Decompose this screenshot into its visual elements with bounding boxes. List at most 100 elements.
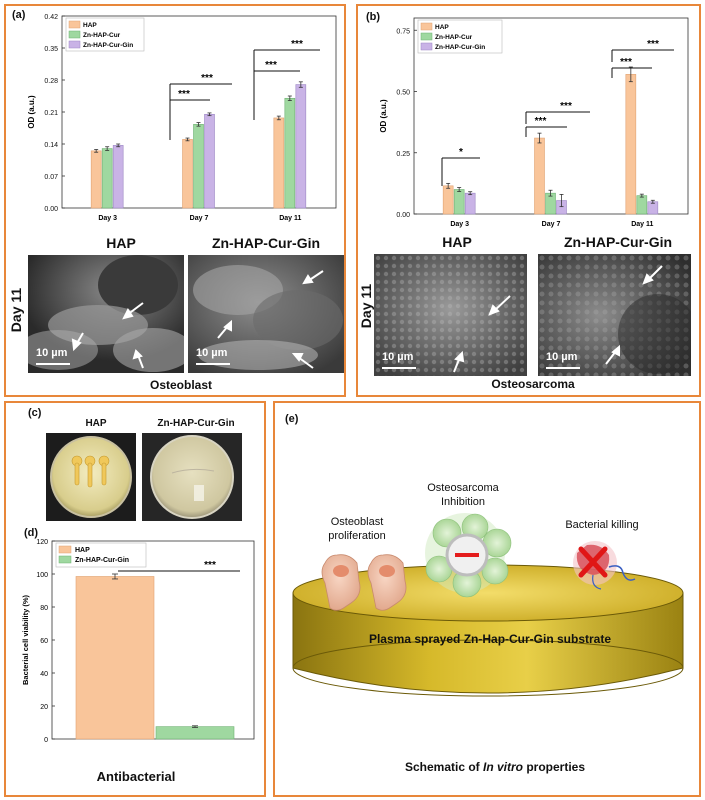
bar xyxy=(636,195,648,215)
x-tick-label: Day 7 xyxy=(542,221,561,228)
heading-zn-hap-cur-gin: Zn-HAP-Cur-Gin xyxy=(211,235,321,251)
bacterial-label: Bacterial killing xyxy=(565,519,639,531)
arrow-icon xyxy=(453,295,511,373)
day-label: Day 11 xyxy=(358,283,375,329)
legend-label: HAP xyxy=(83,22,97,29)
scale-bar xyxy=(546,367,580,369)
scale-label: 10 µm xyxy=(36,347,68,359)
schematic-illustration xyxy=(292,513,684,697)
legend-label: Zn-HAP-Cur xyxy=(435,34,473,41)
significance-marker: *** xyxy=(535,116,547,127)
heading-hap: HAP xyxy=(106,235,136,251)
osteoblast-cell-icon xyxy=(321,554,407,611)
bar xyxy=(193,124,204,209)
legend-swatch xyxy=(420,22,433,31)
day-label: Day 11 xyxy=(8,287,25,333)
bar xyxy=(101,148,113,209)
y-tick-label: 0.14 xyxy=(44,142,58,149)
x-tick-label: Day 3 xyxy=(450,221,469,228)
significance-marker: *** xyxy=(201,73,213,84)
petri-dish-zn-hap-cur-gin xyxy=(142,433,242,521)
legend-label: HAP xyxy=(75,547,90,554)
y-tick-label: 0 xyxy=(44,737,48,744)
heading-hap: HAP xyxy=(442,234,472,250)
significance-marker: *** xyxy=(560,101,572,112)
legend-swatch xyxy=(58,545,72,554)
panel-label: (d) xyxy=(24,527,39,539)
bar xyxy=(75,576,155,740)
bar xyxy=(625,74,637,215)
chart-a: 0.00 0.07 0.14 0.21 0.28 0.35 0.42 OD (a.u.) Day… xyxy=(27,14,337,222)
significance-marker: *** xyxy=(620,57,632,68)
x-tick-label: Day 7 xyxy=(190,215,209,222)
scale-bar xyxy=(196,363,230,365)
y-axis-label: OD (a.u.) xyxy=(379,99,388,133)
bar xyxy=(112,145,124,209)
bar xyxy=(295,84,307,209)
panel-b: (b) 0.00 0.25 0.50 0.75 OD (a.u.) Day 3 Day 7 D… xyxy=(356,4,701,397)
chart-b: 0.00 0.25 0.50 0.75 OD (a.u.) Day 3 Day 7 Day 1… xyxy=(379,17,689,228)
legend-swatch xyxy=(420,32,433,41)
sem-image-hap-osteosarcoma: 10 µm xyxy=(374,254,527,376)
y-tick-label: 0.42 xyxy=(44,14,58,21)
bar xyxy=(534,137,545,215)
legend-swatch xyxy=(68,30,81,39)
plate-label-hap: HAP xyxy=(85,418,107,429)
bar xyxy=(90,150,102,209)
x-tick-label: Day 11 xyxy=(279,215,301,222)
legend-label: Zn-HAP-Cur xyxy=(83,32,121,39)
caption-suffix: properties xyxy=(523,760,586,774)
bar xyxy=(442,185,454,215)
caption-italic: In vitro xyxy=(483,760,524,774)
significance-marker: *** xyxy=(291,39,303,50)
bar xyxy=(155,726,235,740)
legend-swatch xyxy=(68,40,81,49)
significance-marker: * xyxy=(459,147,463,158)
significance-marker: *** xyxy=(178,89,190,100)
bar xyxy=(204,113,215,209)
substrate-label: Plasma sprayed Zn-Hap-Cur-Gin substrate xyxy=(368,632,612,646)
panel-label: (b) xyxy=(366,11,381,23)
scale-label: 10 µm xyxy=(382,351,414,363)
osteosarcoma-cluster-icon xyxy=(425,513,512,598)
panel-label: (a) xyxy=(12,9,26,21)
y-tick-label: 0.75 xyxy=(396,28,410,35)
caption: Osteoblast xyxy=(149,378,212,392)
arrow-icon xyxy=(217,270,324,369)
bar xyxy=(453,189,465,215)
panel-e: (e) Osteoblast proliferation Osteosarcom… xyxy=(273,401,701,797)
schematic-caption: Schematic of In vitro properties xyxy=(335,760,655,774)
x-mark-icon xyxy=(578,546,608,578)
bar xyxy=(182,139,193,209)
panel-a: (a) 0.00 0.07 0.14 0.21 0.28 0.35 0.42 OD (a.u.… xyxy=(4,4,346,397)
caption: Antibacterial xyxy=(96,769,176,784)
y-axis-label: OD (a.u.) xyxy=(27,95,36,129)
legend-label: HAP xyxy=(435,24,449,31)
scale-label: 10 µm xyxy=(546,351,578,363)
y-tick-label: 60 xyxy=(40,638,48,645)
panel-c-d: (c) HAP Zn-HAP-Cur-Gin (d) 0 20 40 60 80 100 1… xyxy=(4,401,266,797)
y-axis-label: Bacterial cell viability (%) xyxy=(21,594,30,685)
osteosarcoma-label: Osteosarcoma Inhibition xyxy=(427,482,499,508)
y-tick-label: 0.50 xyxy=(396,90,410,97)
sem-image-zn-osteosarcoma: 10 µm xyxy=(538,254,691,376)
legend-swatch xyxy=(420,42,433,51)
heading-zn-hap-cur-gin: Zn-HAP-Cur-Gin xyxy=(563,234,673,250)
arrow-icon xyxy=(71,302,144,369)
scale-label: 10 µm xyxy=(196,347,228,359)
bar xyxy=(284,97,296,209)
y-tick-label: 0.28 xyxy=(44,78,58,85)
panel-label: (e) xyxy=(285,413,299,425)
significance-marker: *** xyxy=(204,560,216,571)
petri-dish-hap xyxy=(46,433,136,521)
panel-label: (c) xyxy=(28,407,42,419)
legend-swatch xyxy=(68,20,81,29)
y-tick-label: 0.35 xyxy=(44,46,58,53)
x-tick-label: Day 3 xyxy=(98,215,117,222)
y-tick-label: 0.25 xyxy=(396,151,410,158)
scale-bar xyxy=(382,367,416,369)
legend-label: Zn-HAP-Cur-Gin xyxy=(435,44,485,51)
legend-label: Zn-HAP-Cur-Gin xyxy=(75,557,129,564)
chart-d: 0 20 40 60 80 100 120 Bacterial cell viability … xyxy=(21,539,255,744)
significance-marker: *** xyxy=(647,39,659,50)
